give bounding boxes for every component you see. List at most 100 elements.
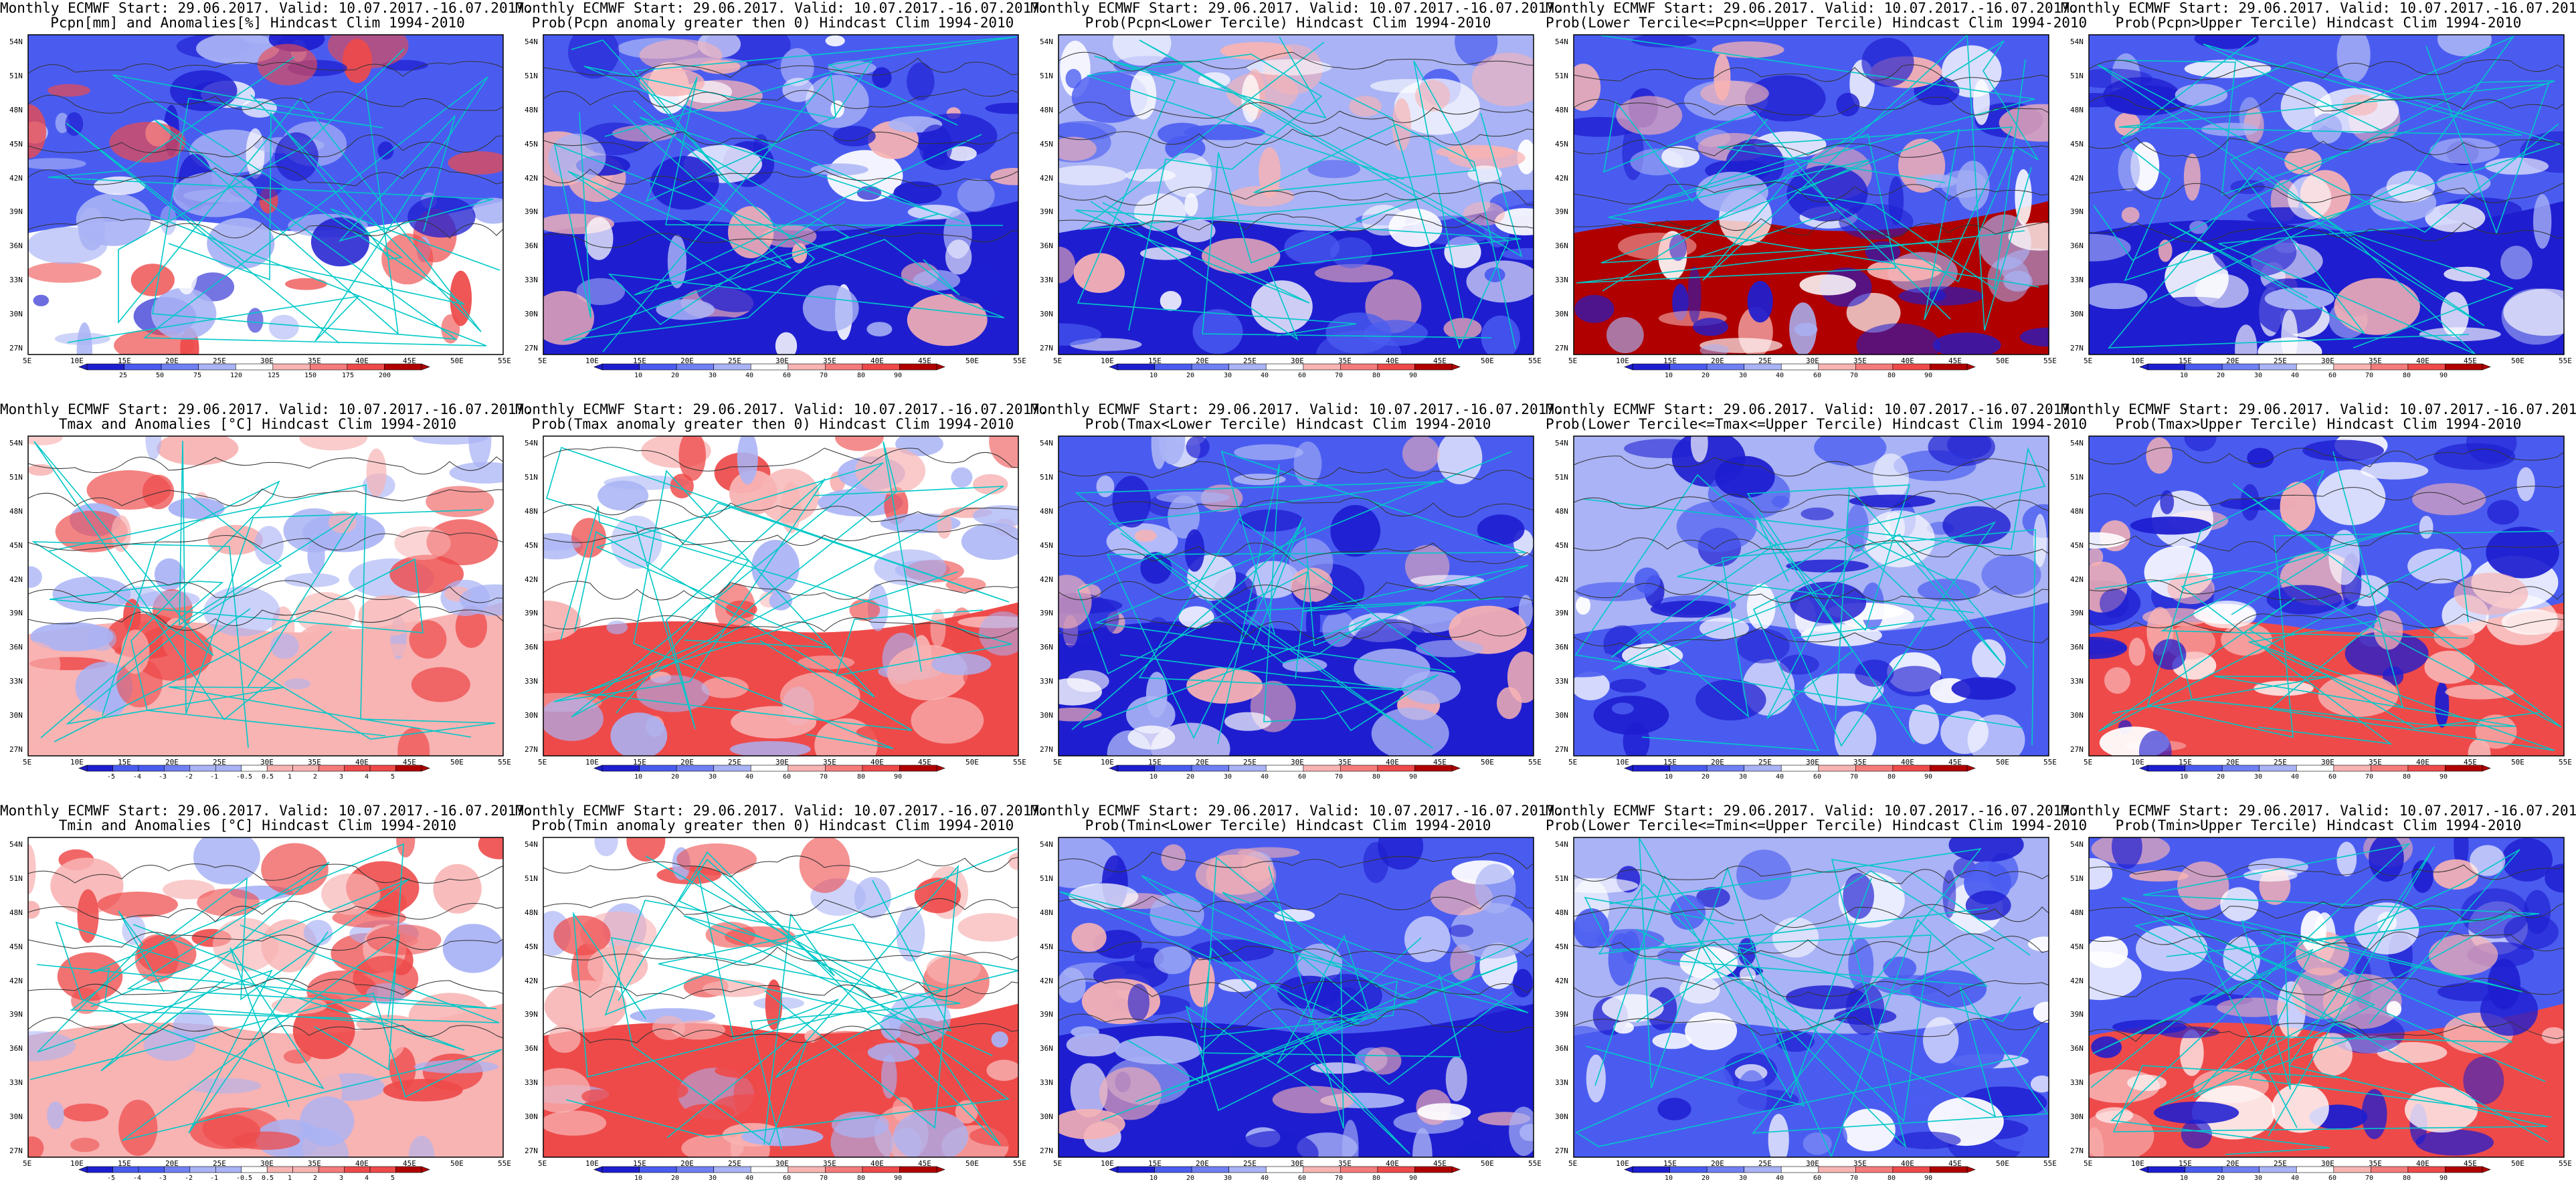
field-blob xyxy=(881,1054,897,1099)
contour-line xyxy=(28,134,503,157)
field-blob xyxy=(2160,490,2175,514)
latitude-label: 45N xyxy=(2070,541,2084,550)
latitude-label: 30N xyxy=(2070,1112,2084,1121)
field-blob xyxy=(543,1068,591,1113)
field-blob xyxy=(802,285,859,332)
colorbar-right-arrow xyxy=(936,765,945,772)
colorbar-tick-label: 80 xyxy=(857,773,866,781)
latitude-label: 36N xyxy=(1040,1044,1053,1053)
field-blob xyxy=(284,573,340,587)
colorbar-tick-label: 90 xyxy=(2440,1175,2448,1182)
field-blob xyxy=(2361,1089,2387,1140)
colorbar-tick-label: 20 xyxy=(1701,1175,1710,1182)
colorbar-tick-label: 10 xyxy=(1665,773,1673,781)
latitude-label: 51N xyxy=(525,874,538,883)
field-blob xyxy=(450,270,472,326)
field-blob xyxy=(1449,924,1474,937)
field-blob xyxy=(122,915,146,945)
latitude-label: 39N xyxy=(1555,609,1568,617)
field-blob xyxy=(389,1047,416,1090)
field-blob xyxy=(1186,436,1210,459)
field-blob xyxy=(396,837,416,858)
latitude-label: 39N xyxy=(9,1010,23,1019)
colorbar-swatch xyxy=(318,765,345,772)
field-blob xyxy=(2264,288,2334,310)
field-blob xyxy=(1843,1108,1896,1152)
field-blob xyxy=(2235,324,2258,355)
forecast-map xyxy=(27,34,504,371)
field-blob xyxy=(1378,837,1424,870)
map-panel: Monthly ECMWF Start: 29.06.2017. Valid: … xyxy=(0,401,533,803)
latitude-label: 51N xyxy=(9,473,23,482)
field-blob xyxy=(288,1128,349,1157)
latitude-label: 39N xyxy=(9,207,23,216)
longitude-label: 35E xyxy=(2369,758,2382,767)
field-blob xyxy=(2028,936,2049,952)
field-blob xyxy=(1593,696,1669,735)
coastline xyxy=(1079,41,1492,338)
field-blob xyxy=(1459,1140,1495,1157)
field-blob xyxy=(1923,1017,1959,1064)
longitude-label: 25E xyxy=(2274,1159,2287,1168)
field-blob xyxy=(1066,1033,1120,1057)
longitude-label: 45E xyxy=(1948,758,1962,767)
field-blob xyxy=(1178,606,1214,629)
colorbar-tick-label: 60 xyxy=(2328,773,2337,781)
coastline xyxy=(1756,515,1936,719)
colorbar-tick-label: 20 xyxy=(671,372,680,379)
field-blob xyxy=(1856,1077,1918,1105)
field-blob xyxy=(1836,92,1860,116)
field-blob xyxy=(683,1104,735,1121)
latitude-label: 27N xyxy=(9,745,23,754)
latitude-label: 51N xyxy=(1555,72,1568,80)
latitude-label: 54N xyxy=(525,439,538,447)
latitude-label: 42N xyxy=(9,575,23,584)
field-blob xyxy=(28,1031,76,1062)
field-blob xyxy=(111,515,131,553)
field-blob xyxy=(1999,104,2049,142)
colorbar-swatch xyxy=(138,1166,165,1173)
field-blob xyxy=(196,35,280,64)
longitude-label: 10E xyxy=(1616,357,1629,365)
field-blob xyxy=(2089,639,2126,655)
field-blob xyxy=(254,526,284,565)
coastline xyxy=(560,506,1012,677)
field-blob xyxy=(769,591,793,611)
longitude-label: 40E xyxy=(355,758,369,767)
latitude-label: 45N xyxy=(9,140,23,148)
longitude-label: 40E xyxy=(2416,1159,2429,1168)
field-blob xyxy=(751,540,800,595)
latitude-label: 54N xyxy=(2070,439,2084,447)
field-blob xyxy=(911,697,984,744)
field-blob xyxy=(1218,979,1257,993)
panel-title-line1: Monthly ECMWF Start: 29.06.2017. Valid: … xyxy=(1030,803,1564,819)
field-blob xyxy=(1127,983,1149,1021)
colorbar-right-arrow xyxy=(936,363,945,371)
field-blob xyxy=(1886,666,1944,697)
field-blob xyxy=(1291,567,1333,603)
field-blob xyxy=(1497,687,1522,719)
longitude-label: 30E xyxy=(2321,758,2334,767)
colorbar-tick-label: 80 xyxy=(2403,1175,2411,1182)
panel-title-line1: Monthly ECMWF Start: 29.06.2017. Valid: … xyxy=(0,803,533,819)
coastline xyxy=(2120,37,2562,282)
longitude-label: 40E xyxy=(1386,1159,1399,1168)
longitude-label: 30E xyxy=(260,357,274,365)
latitude-label: 39N xyxy=(9,609,23,617)
latitude-label: 27N xyxy=(9,1146,23,1155)
field-blob xyxy=(1129,70,1157,120)
field-blob xyxy=(543,1110,607,1136)
field-blob xyxy=(1574,294,1615,323)
longitude-label: 25E xyxy=(728,758,741,767)
contour-line xyxy=(543,169,1018,187)
field-blob xyxy=(834,436,884,452)
field-blob xyxy=(2138,730,2172,756)
colorbar-tick-label: -5 xyxy=(107,1175,116,1182)
latitude-label: 45N xyxy=(9,942,23,951)
latitude-label: 33N xyxy=(525,677,538,686)
colorbar-swatch xyxy=(86,1166,113,1173)
longitude-label: 50E xyxy=(1996,758,2009,767)
field-blob xyxy=(597,480,649,511)
longitude-label: 40E xyxy=(1386,357,1399,365)
panel-title-line2: Prob(Pcpn anomaly greater then 0) Hindca… xyxy=(531,15,1014,31)
